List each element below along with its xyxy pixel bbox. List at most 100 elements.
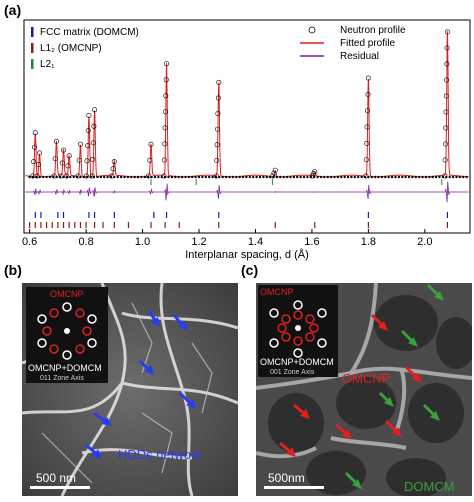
observed-baseline-point xyxy=(103,175,106,179)
legend-marker xyxy=(308,26,316,34)
panel-b-inset-label-top: OMCNP xyxy=(50,289,84,299)
observed-baseline-point xyxy=(92,175,96,179)
observed-baseline-point xyxy=(296,175,299,179)
observed-baseline-point xyxy=(333,175,336,179)
observed-point xyxy=(86,113,92,119)
residual-line xyxy=(25,181,469,203)
observed-point xyxy=(92,107,98,113)
observed-baseline-point xyxy=(140,175,143,179)
observed-baseline-point xyxy=(411,175,414,179)
observed-baseline-point xyxy=(62,175,65,179)
observed-baseline-point xyxy=(170,175,174,179)
legend-left-entry: FCC matrix (DOMCM) xyxy=(40,27,139,38)
legend-right-entry: Fitted profile xyxy=(340,38,395,49)
observed-point xyxy=(215,95,221,101)
observed-baseline-point xyxy=(52,175,55,179)
observed-baseline-point xyxy=(407,175,411,179)
observed-point xyxy=(213,173,219,179)
panel-b-label: (b) xyxy=(4,262,22,278)
observed-baseline-point xyxy=(224,175,228,179)
observed-baseline-point xyxy=(160,175,163,179)
observed-point xyxy=(59,160,65,166)
observed-baseline-point xyxy=(201,175,204,179)
plot-frame xyxy=(23,19,471,234)
observed-point xyxy=(444,45,450,51)
observed-point xyxy=(444,61,450,67)
observed-baseline-point xyxy=(113,175,116,179)
observed-point xyxy=(31,159,37,165)
x-tick-label: 0.6 xyxy=(22,236,37,248)
observed-baseline-point xyxy=(136,175,140,179)
omcnp-boundaries xyxy=(256,283,472,459)
observed-baseline-point xyxy=(89,175,92,179)
panel-b-image: OMCNP OMCNP+DOMCM 011 Zone Axis HDDs net… xyxy=(22,283,238,496)
observed-point xyxy=(76,157,82,163)
observed-baseline-point xyxy=(360,175,363,179)
observed-baseline-point xyxy=(431,175,434,179)
legend-right-entry: Residual xyxy=(340,51,379,62)
observed-baseline-point xyxy=(96,175,99,179)
observed-baseline-point xyxy=(363,175,367,179)
observed-point xyxy=(36,150,42,156)
observed-point xyxy=(444,29,450,35)
observed-point xyxy=(90,156,96,162)
observed-baseline-point xyxy=(228,175,231,179)
observed-baseline-point xyxy=(157,175,160,179)
observed-baseline-point xyxy=(424,175,428,179)
x-axis-label: Interplanar spacing, d (Å) xyxy=(185,248,309,261)
observed-baseline-point xyxy=(451,175,455,179)
observed-baseline-point xyxy=(279,175,282,179)
observed-point xyxy=(162,141,168,147)
x-tick-label: 1.8 xyxy=(361,236,376,248)
observed-point xyxy=(364,108,370,114)
observed-baseline-point xyxy=(106,175,109,179)
observed-point xyxy=(35,162,41,168)
observed-point xyxy=(78,141,84,147)
observed-baseline-point xyxy=(438,175,441,179)
observed-baseline-point xyxy=(218,175,221,179)
panel-c-annotation-omcnp: OMCNP xyxy=(342,371,390,386)
panel-c-label: (c) xyxy=(241,262,259,278)
observed-baseline-point xyxy=(350,175,353,179)
neutron-diffraction-chart: FCC matrix (DOMCM) L1₂ (OMCNP) L2₁ Neutron… xyxy=(22,19,471,261)
observed-point xyxy=(216,79,222,85)
observed-point xyxy=(215,126,221,132)
observed-baseline-point xyxy=(465,175,468,179)
observed-baseline-point xyxy=(191,175,194,179)
observed-point xyxy=(84,158,90,164)
panel-b-inset-label-bottom: OMCNP+DOMCM xyxy=(28,363,102,373)
observed-baseline-point xyxy=(285,175,289,179)
observed-point xyxy=(162,125,168,131)
observed-point xyxy=(90,140,96,146)
observed-baseline-point xyxy=(404,175,407,179)
observed-point xyxy=(52,156,58,162)
observed-baseline-point xyxy=(390,175,394,179)
observed-point xyxy=(163,109,169,115)
observed-baseline-point xyxy=(167,175,170,179)
observed-baseline-point xyxy=(380,175,384,179)
observed-baseline-point xyxy=(99,175,103,179)
observed-baseline-point xyxy=(150,175,153,179)
observed-baseline-point xyxy=(55,175,58,179)
observed-baseline-point xyxy=(336,175,340,179)
fitted-profile-line xyxy=(25,31,469,178)
observed-point xyxy=(443,125,449,131)
x-tick-label: 1.6 xyxy=(304,236,319,248)
observed-point xyxy=(53,138,59,144)
observed-baseline-point xyxy=(418,175,421,179)
observed-baseline-point xyxy=(130,175,133,179)
panel-c-zone-axis: 001 Zone Axis xyxy=(270,369,315,376)
observed-baseline-point xyxy=(153,175,157,179)
observed-point xyxy=(111,159,117,165)
legend-left-entry: L1₂ (OMCNP) xyxy=(40,43,102,54)
observed-baseline-point xyxy=(211,175,214,179)
observed-baseline-point xyxy=(221,175,224,179)
observed-baseline-point xyxy=(197,175,201,179)
observed-baseline-point xyxy=(38,175,41,179)
observed-point xyxy=(363,157,369,163)
omcnp-arrows xyxy=(279,313,422,457)
observed-baseline-point xyxy=(309,175,312,179)
observed-point xyxy=(442,141,448,147)
x-tick-label: 2.0 xyxy=(417,236,432,248)
observed-baseline-point xyxy=(299,175,302,179)
